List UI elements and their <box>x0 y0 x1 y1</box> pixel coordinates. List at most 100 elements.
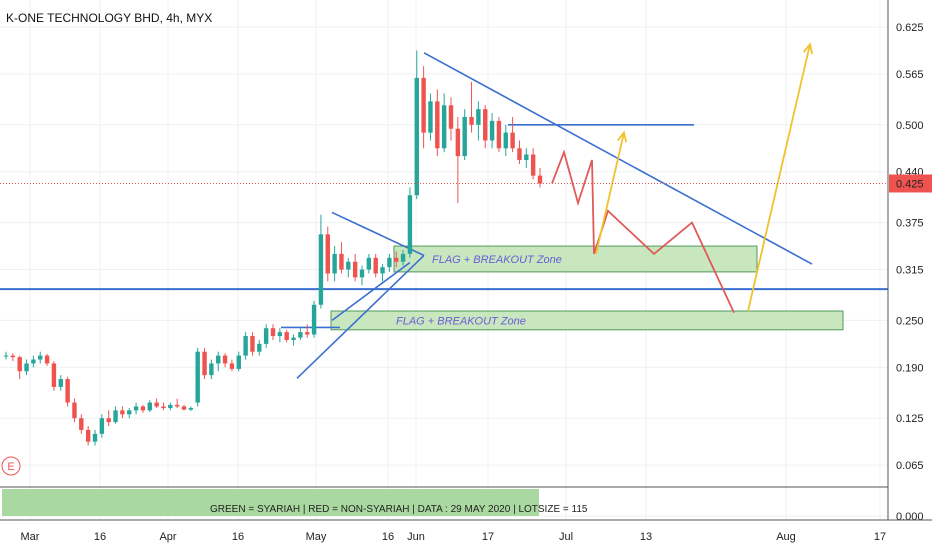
candle-body <box>435 101 440 149</box>
candle-body <box>133 406 139 411</box>
candle-body <box>400 253 406 262</box>
candle-body <box>236 355 241 369</box>
candle-body <box>448 105 454 129</box>
x-tick-label: 17 <box>482 531 494 543</box>
candle-body <box>250 336 255 352</box>
candle-body <box>441 105 447 149</box>
candle-body <box>359 269 365 278</box>
y-tick-label: 0.375 <box>896 218 924 230</box>
projection-arrow-yellow <box>747 44 811 312</box>
candle-body <box>99 418 105 434</box>
y-tick-label: 0.190 <box>896 362 924 374</box>
candle-body <box>373 257 378 274</box>
candle-body <box>366 257 372 270</box>
candle-body <box>476 109 481 125</box>
candle-body <box>79 418 84 430</box>
candle-body <box>154 402 159 407</box>
candle-body <box>202 351 207 376</box>
candle-body <box>38 355 43 360</box>
candle-body <box>195 351 200 403</box>
candle-body <box>209 363 214 376</box>
x-tick-label: May <box>306 531 327 543</box>
candle-body <box>31 359 36 364</box>
candle-body <box>58 379 63 387</box>
candle-body <box>530 154 536 176</box>
x-tick-label: 13 <box>640 531 652 543</box>
candle-body <box>510 132 515 149</box>
candle-body <box>3 355 9 357</box>
candle-body <box>127 410 132 415</box>
candle-body <box>298 332 303 338</box>
candle-body <box>455 128 461 157</box>
footer-text: GREEN = SYARIAH | RED = NON-SYARIAH | DA… <box>210 504 588 515</box>
candle-body <box>263 328 269 344</box>
candle-body <box>332 253 337 274</box>
candle-body <box>421 77 426 133</box>
breakout-zone <box>393 245 758 273</box>
zone-label: FLAG + BREAKOUT Zone <box>432 254 562 266</box>
candle-body <box>318 234 324 305</box>
x-tick-label: 17 <box>874 531 886 543</box>
candle-body <box>72 402 77 419</box>
zone-label: FLAG + BREAKOUT Zone <box>396 315 526 327</box>
candle-body <box>113 410 118 423</box>
candle-body <box>92 433 98 442</box>
breakout-zone <box>330 310 844 331</box>
candle-body <box>174 404 180 407</box>
candle-body <box>10 355 16 358</box>
candle-body <box>407 195 413 254</box>
trend-line <box>331 261 411 322</box>
candle-body <box>17 357 22 372</box>
chart-title: K-ONE TECHNOLOGY BHD, 4h, MYX <box>6 11 212 25</box>
candle-body <box>44 355 50 364</box>
x-tick-label: 16 <box>382 531 394 543</box>
candle-body <box>106 418 111 423</box>
x-tick-label: 16 <box>232 531 244 543</box>
candle-body <box>257 343 262 352</box>
candle-body <box>181 406 187 410</box>
candle-body <box>270 328 276 337</box>
projection-arrow-yellow-head <box>617 130 628 143</box>
projection-arrow-yellow <box>595 132 625 255</box>
event-badge[interactable]: E <box>1 456 21 476</box>
candle-body <box>503 132 508 149</box>
x-tick-label: Mar <box>21 531 40 543</box>
zones: FLAG + BREAKOUT Zone FLAG + BREAKOUT Zone <box>330 245 844 331</box>
candle-body <box>277 332 283 337</box>
y-tick-label: 0.500 <box>896 120 924 132</box>
candle-body <box>387 257 392 268</box>
candle-body <box>517 148 522 161</box>
candle-body <box>120 410 125 415</box>
candle-body <box>284 332 289 340</box>
candle-body <box>24 363 29 372</box>
candles <box>3 50 543 446</box>
candle-body <box>346 261 351 270</box>
x-tick-label: Jul <box>559 531 573 543</box>
candle-body <box>537 175 543 184</box>
candle-body <box>380 267 385 274</box>
projections <box>551 42 814 313</box>
y-tick-label: 0.565 <box>896 69 924 81</box>
projection-path-red <box>551 149 735 313</box>
x-tick-label: Apr <box>159 531 176 543</box>
x-tick-label: 16 <box>94 531 106 543</box>
candle-body <box>222 355 228 364</box>
candle-body <box>462 116 467 157</box>
candle-body <box>168 404 173 409</box>
candle-body <box>394 257 399 262</box>
candle-body <box>188 408 194 410</box>
candle-body <box>469 116 474 125</box>
candle-body <box>311 304 317 335</box>
candle-body <box>85 429 91 442</box>
candle-body <box>339 253 344 270</box>
y-tick-label: 0.125 <box>896 413 924 425</box>
y-tick-label: 0.065 <box>896 460 924 472</box>
candle-body <box>147 402 152 411</box>
last-price-badge <box>889 174 932 193</box>
candle-body <box>428 101 433 133</box>
candle-body <box>243 336 248 356</box>
candle-body <box>216 355 221 364</box>
